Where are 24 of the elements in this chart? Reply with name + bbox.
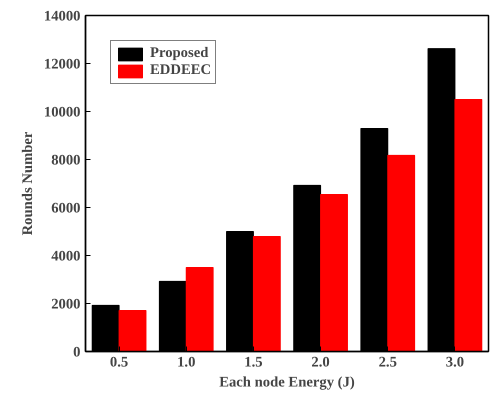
x-tick-label: 3.0 <box>446 354 464 370</box>
y-tick-label: 10000 <box>44 104 80 120</box>
y-tick-label: 0 <box>73 344 80 360</box>
x-tick-label: 2.5 <box>378 354 397 370</box>
legend-label: EDDEEC <box>150 62 212 79</box>
y-axis-title: Rounds Number <box>20 131 36 236</box>
bar <box>454 99 482 352</box>
legend-label: Proposed <box>150 45 208 62</box>
y-tick-label: 12000 <box>44 56 80 72</box>
y-tick-label: 8000 <box>51 152 80 168</box>
bar <box>118 310 146 352</box>
x-axis-title: Each node Energy (J) <box>219 374 355 390</box>
x-tick-label: 0.5 <box>110 354 128 370</box>
bar <box>252 236 281 352</box>
x-tick-label: 1.5 <box>244 354 263 370</box>
x-tick-label: 1.0 <box>177 354 196 370</box>
y-tick-label: 4000 <box>51 248 80 264</box>
y-tick-label: 14000 <box>44 8 80 24</box>
y-tick-label: 2000 <box>51 296 80 312</box>
x-tick-label: 2.0 <box>311 354 330 370</box>
y-tick-label: 6000 <box>51 200 80 216</box>
bar <box>186 267 214 352</box>
bar <box>387 154 416 352</box>
bar <box>320 194 348 352</box>
